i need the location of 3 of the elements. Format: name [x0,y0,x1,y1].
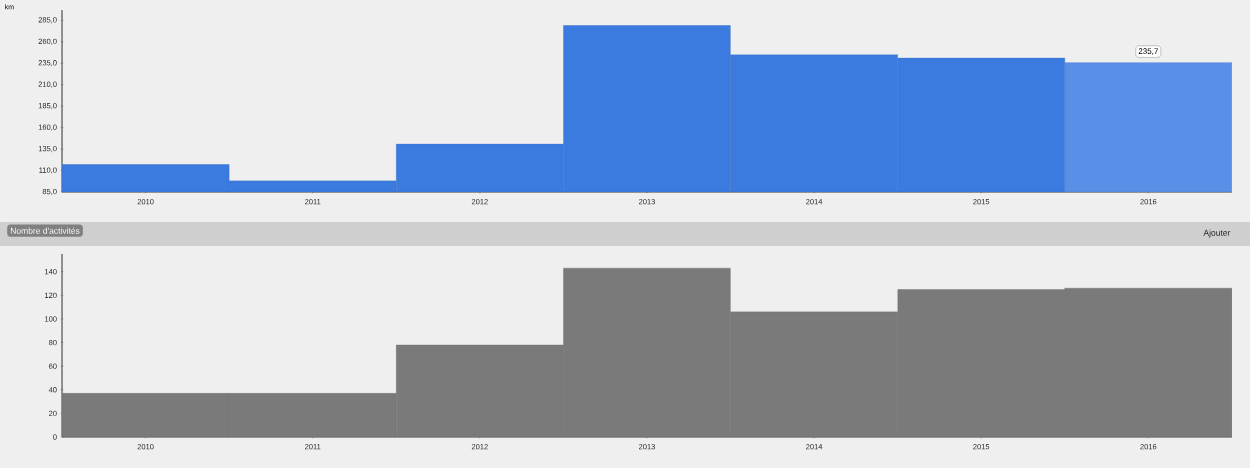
annotation: 235,7 [1138,48,1158,55]
chart-title: Nombre d'activités [10,227,80,234]
text: Ajouter [1203,229,1231,238]
